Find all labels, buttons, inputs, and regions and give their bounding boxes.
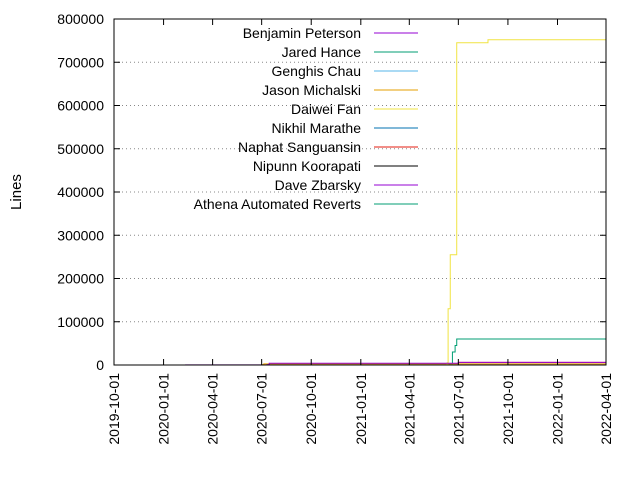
legend-label: Nikhil Marathe [272, 120, 362, 136]
legend-label: Naphat Sanguansin [238, 139, 361, 155]
legend-label: Jason Michalski [262, 82, 361, 98]
y-tick-label: 300000 [57, 227, 104, 243]
y-tick-label: 0 [96, 357, 104, 373]
y-tick-label: 200000 [57, 271, 104, 287]
legend-label: Dave Zbarsky [275, 177, 361, 193]
legend-label: Benjamin Peterson [243, 25, 361, 41]
y-tick-labels: 0 100000 200000 300000 400000 500000 600000 700… [57, 11, 104, 373]
y-tick-label: 800000 [57, 11, 104, 27]
x-tick-labels: 2019-10-01 2020-01-01 2020-04-01 2020-07-01… [106, 373, 614, 445]
series-line-4 [444, 39, 606, 366]
axis-ticks [113, 18, 607, 366]
y-axis-label: Lines [8, 174, 25, 210]
x-tick-label: 2022-01-01 [550, 373, 566, 445]
x-tick-label: 2020-10-01 [303, 373, 319, 445]
x-tick-label: 2020-07-01 [254, 373, 270, 445]
x-tick-label: 2020-04-01 [205, 373, 221, 445]
x-tick-label: 2021-01-01 [353, 373, 369, 445]
legend-label: Daiwei Fan [291, 101, 361, 117]
legend: Benjamin Peterson Jared Hance Genghis Chau… [194, 25, 418, 212]
legend-label: Nipunn Koorapati [253, 158, 361, 174]
y-tick-label: 500000 [57, 141, 104, 157]
y-tick-label: 700000 [57, 54, 104, 70]
legend-label: Jared Hance [282, 44, 362, 60]
legend-label: Athena Automated Reverts [194, 196, 361, 212]
x-tick-label: 2020-01-01 [156, 373, 172, 445]
legend-label: Genghis Chau [271, 63, 361, 79]
y-tick-label: 100000 [57, 314, 104, 330]
x-tick-label: 2021-07-01 [450, 373, 466, 445]
y-tick-label: 400000 [57, 184, 104, 200]
series-line-1 [447, 338, 606, 366]
y-tick-label: 600000 [57, 98, 104, 114]
x-tick-label: 2021-04-01 [401, 373, 417, 445]
x-tick-label: 2021-10-01 [500, 373, 516, 445]
x-tick-label: 2022-04-01 [598, 373, 614, 445]
x-tick-label: 2019-10-01 [106, 373, 122, 445]
